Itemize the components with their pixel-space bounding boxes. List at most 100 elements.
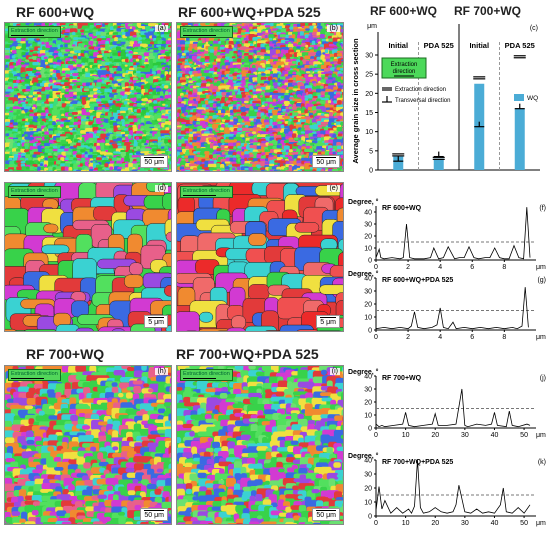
grain [280, 49, 285, 54]
grain [96, 55, 103, 58]
grain [104, 107, 110, 110]
grain [92, 154, 97, 158]
panel-label-b: (b) [327, 25, 340, 32]
grain [262, 31, 266, 34]
grain [128, 423, 136, 430]
grain [239, 88, 245, 92]
grain [222, 56, 226, 59]
grain [303, 47, 309, 51]
grain [73, 37, 79, 41]
grain [260, 56, 265, 59]
grain [252, 100, 258, 104]
grain [269, 169, 274, 171]
grain [309, 70, 314, 73]
grain [75, 327, 94, 331]
grain [35, 440, 44, 445]
grain [333, 100, 337, 104]
grain-pattern-d [5, 183, 171, 331]
grain [63, 32, 72, 36]
grain [309, 115, 314, 118]
grain [53, 152, 58, 157]
grain [304, 169, 313, 171]
grain [292, 82, 298, 86]
grain [169, 71, 171, 76]
grain [53, 157, 58, 160]
grain [169, 142, 171, 145]
grain [48, 415, 59, 420]
grain [212, 89, 217, 93]
grain [76, 91, 82, 97]
grain [120, 169, 129, 171]
grain [244, 325, 278, 331]
grain [292, 68, 297, 71]
ebsd-map-b: Extraction direction (b) 50 μm [176, 22, 344, 172]
grain [56, 170, 62, 171]
grain [31, 106, 36, 110]
grain [104, 109, 111, 112]
grain [125, 158, 131, 162]
grain [24, 49, 29, 52]
grain [125, 467, 135, 473]
grain [167, 88, 171, 94]
grain [64, 423, 74, 430]
grain [25, 88, 31, 92]
grain [151, 71, 156, 75]
scale-bar-b: 50 μm [312, 154, 340, 168]
grain [89, 145, 93, 148]
grain [125, 58, 129, 63]
grain [154, 419, 169, 423]
grain [237, 145, 243, 149]
grain [337, 88, 342, 93]
grain [221, 124, 225, 129]
grain [117, 127, 122, 131]
grain [272, 38, 277, 41]
grain [300, 151, 304, 156]
grain [163, 394, 171, 400]
grain [60, 34, 66, 38]
grain [197, 166, 203, 171]
grain [233, 109, 237, 113]
grain [8, 169, 13, 171]
grain [25, 391, 34, 399]
grain [199, 311, 214, 323]
grain [243, 37, 248, 41]
grain [92, 152, 99, 155]
grain [72, 128, 76, 131]
grain [312, 86, 316, 90]
grain [36, 58, 41, 63]
grain [32, 104, 38, 108]
grain [28, 418, 35, 425]
grain [268, 97, 273, 103]
grain [217, 106, 224, 110]
grain [60, 61, 65, 65]
grain [31, 146, 40, 150]
grain [52, 88, 59, 91]
grain [340, 79, 343, 84]
grain [338, 34, 343, 38]
grain [67, 152, 72, 156]
grain [169, 34, 171, 38]
grain [76, 76, 81, 80]
grain [224, 115, 229, 121]
grain [65, 104, 70, 107]
grain [299, 166, 305, 170]
grain [163, 285, 171, 297]
grain [16, 166, 23, 171]
grain [287, 152, 293, 156]
grain [209, 49, 215, 53]
grain [341, 89, 343, 93]
grain [217, 330, 234, 331]
grain [151, 136, 159, 140]
grain [47, 166, 54, 171]
grain [312, 169, 317, 171]
grain [138, 37, 143, 40]
grain [112, 65, 119, 69]
grain [75, 375, 89, 380]
grain [310, 142, 316, 146]
grain [5, 328, 17, 331]
grain [13, 169, 18, 171]
grain [44, 86, 51, 91]
grain [5, 49, 10, 53]
grain [177, 73, 183, 78]
grain [23, 329, 57, 331]
